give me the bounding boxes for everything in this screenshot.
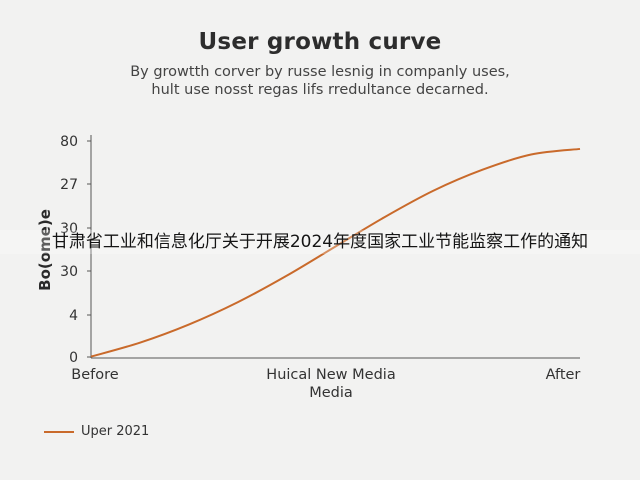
x-tick-label: Before: [71, 367, 118, 383]
y-tick-label: 4: [69, 308, 78, 324]
y-axis-label: Bo(ome)e: [36, 209, 54, 291]
chart-subtitle: By growtth corver by russe lesnig in com…: [70, 63, 570, 99]
x-tick-label: After: [546, 367, 581, 383]
x-axis-label: Media: [309, 385, 353, 401]
y-tick-label: 30: [60, 264, 78, 280]
y-tick-label: 27: [60, 177, 78, 193]
x-tick-labels: Before Huical New Media After: [71, 367, 580, 383]
y-tick-labels: 80 27 30 30 4 0: [60, 134, 91, 366]
x-tick-label: Huical New Media: [266, 367, 395, 383]
chart-legend: Uper 2021: [44, 424, 149, 439]
chart-title: User growth curve: [198, 29, 442, 55]
chart-axes: [90, 135, 580, 359]
y-tick-label: 80: [60, 134, 78, 150]
chart-series: [90, 147, 581, 358]
subtitle-line-2: hult use nosst regas lifs rredultance de…: [151, 82, 489, 98]
y-tick-label: 30: [60, 221, 78, 237]
series-line-uper-2021: [90, 147, 581, 358]
subtitle-line-1: By growtth corver by russe lesnig in com…: [130, 64, 510, 80]
y-tick-label: 0: [69, 350, 78, 366]
legend-entry: Uper 2021: [81, 424, 150, 439]
legend-swatch: [44, 430, 74, 433]
overlay-banner-text: 甘肃省工业和信息化厅关于开展2024年度国家工业节能监察工作的通知: [0, 230, 640, 254]
